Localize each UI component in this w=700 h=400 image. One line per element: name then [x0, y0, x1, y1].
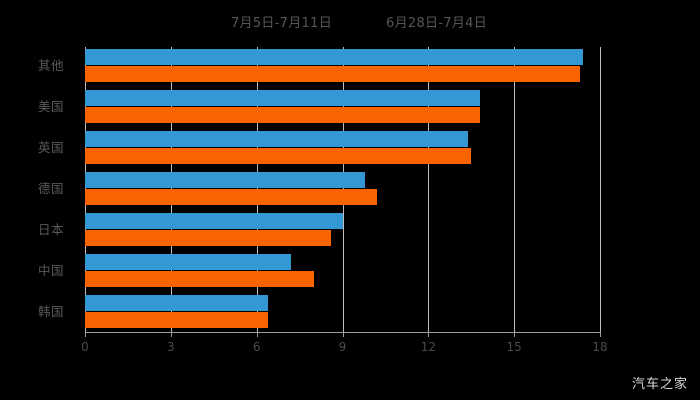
bar-series-0[interactable] — [85, 131, 469, 147]
legend-item-series-1[interactable]: 6月28日-7月4日 — [368, 17, 487, 30]
legend-item-series-0[interactable]: 7月5日-7月11日 — [213, 17, 332, 30]
y-axis-category-label: 日本 — [37, 222, 64, 237]
bar-series-0[interactable] — [85, 295, 269, 311]
x-tick-mark-15 — [514, 332, 516, 337]
gridline-12 — [428, 47, 430, 332]
bar-series-0[interactable] — [85, 213, 343, 229]
chart-category-row: 德国 — [0, 170, 700, 211]
chart-category-row: 美国 — [0, 88, 700, 129]
x-tick-mark-3 — [170, 332, 172, 337]
bar-series-0[interactable] — [85, 90, 480, 106]
y-axis-category-label: 其他 — [37, 58, 64, 73]
legend-swatch-square-icon — [368, 18, 379, 29]
x-tick-label-6: 6 — [252, 340, 261, 354]
chart-category-row: 中国 — [0, 252, 700, 293]
bar-series-1[interactable] — [85, 271, 314, 287]
bar-series-0[interactable] — [85, 254, 291, 270]
legend-label-series-0: 7月5日-7月11日 — [230, 15, 332, 31]
bar-series-1[interactable] — [85, 312, 269, 328]
x-tick-label-9: 9 — [338, 340, 347, 354]
bar-series-1[interactable] — [85, 148, 472, 164]
gridline-15 — [514, 47, 516, 332]
x-tick-mark-18 — [600, 332, 601, 337]
bar-series-1[interactable] — [85, 189, 377, 205]
chart-legend: 7月5日-7月11日 6月28日-7月4日 — [0, 10, 700, 36]
y-axis-category-label: 中国 — [37, 263, 64, 278]
chart-category-row: 韩国 — [0, 293, 700, 334]
bar-series-1[interactable] — [85, 107, 480, 123]
x-tick-mark-6 — [256, 332, 258, 337]
x-tick-label-12: 12 — [420, 340, 436, 354]
chart-category-row: 英国 — [0, 129, 700, 170]
watermark: 汽车之家 — [631, 377, 688, 392]
y-axis-category-label: 韩国 — [37, 304, 64, 319]
x-tick-label-15: 15 — [506, 340, 522, 354]
chart-category-row: 日本 — [0, 211, 700, 252]
x-tick-label-18: 18 — [592, 340, 608, 354]
y-axis-category-label: 英国 — [37, 140, 64, 155]
bar-series-0[interactable] — [85, 172, 366, 188]
gridline-18 — [600, 47, 601, 332]
y-axis-category-label: 德国 — [37, 181, 64, 196]
x-tick-mark-9 — [342, 332, 344, 337]
legend-label-series-1: 6月28日-7月4日 — [386, 15, 488, 31]
bar-series-1[interactable] — [85, 66, 580, 82]
chart-category-row: 其他 — [0, 47, 700, 88]
legend-swatch-circle-icon — [213, 18, 224, 29]
x-tick-label-3: 3 — [167, 340, 175, 354]
bar-series-0[interactable] — [85, 49, 583, 65]
chart-plot-wrapper: 0 3 6 9 12 15 18 其他美国英国德国日本中国韩国 — [0, 44, 700, 354]
x-tick-mark-12 — [428, 332, 430, 337]
bar-series-1[interactable] — [85, 230, 332, 246]
y-axis-category-label: 美国 — [37, 99, 64, 114]
x-tick-mark-0 — [85, 332, 86, 337]
x-tick-label-0: 0 — [81, 340, 89, 354]
